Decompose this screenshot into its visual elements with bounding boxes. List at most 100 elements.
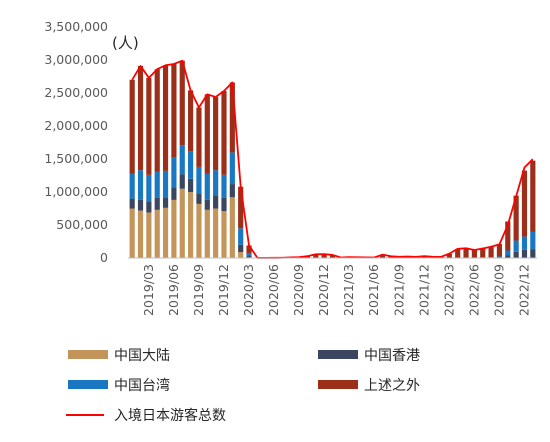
x-tick-label: 2019/12 bbox=[216, 264, 231, 316]
legend-swatch bbox=[68, 380, 108, 389]
bar-segment-4 bbox=[130, 80, 135, 174]
bar-segment-2 bbox=[188, 179, 193, 192]
bar-segment-4 bbox=[163, 65, 168, 171]
bar-segment-3 bbox=[221, 175, 226, 198]
x-tick-label: 2019/03 bbox=[141, 264, 156, 316]
bar-segment-3 bbox=[505, 250, 510, 255]
bar-segment-3 bbox=[163, 171, 168, 197]
bar-segment-2 bbox=[505, 255, 510, 258]
legend-swatch bbox=[318, 350, 358, 359]
bar-segment-2 bbox=[146, 201, 151, 212]
x-tick-label: 2021/06 bbox=[366, 264, 381, 316]
legend-label: 中国大陆 bbox=[114, 348, 170, 364]
y-tick-label: 3,000,000 bbox=[44, 52, 108, 67]
y-tick-label: 2,000,000 bbox=[44, 118, 108, 133]
bar-segment-2 bbox=[196, 193, 201, 204]
bar-segment-2 bbox=[138, 200, 143, 211]
bar-segment-3 bbox=[155, 172, 160, 198]
bar-segment-4 bbox=[522, 171, 527, 237]
bar-segment-2 bbox=[155, 198, 160, 210]
legend: 中国大陆 中国香港中国台湾 上述之外入境日本游客总数 bbox=[66, 348, 420, 424]
bar-segment-4 bbox=[205, 94, 210, 173]
x-tick-label: 2021/03 bbox=[341, 264, 356, 316]
bar-segment-4 bbox=[180, 61, 185, 145]
bar-segment-2 bbox=[213, 195, 218, 208]
x-tick-label: 2022/12 bbox=[516, 264, 531, 316]
x-tick-label: 2020/03 bbox=[241, 264, 256, 316]
bar-segment-3 bbox=[514, 241, 519, 252]
x-tick-label: 2019/09 bbox=[191, 264, 206, 316]
bar-segment-2 bbox=[180, 174, 185, 189]
bar-segment-3 bbox=[213, 170, 218, 195]
bar-segment-4 bbox=[155, 69, 160, 171]
y-tick-label: 1,500,000 bbox=[44, 151, 108, 166]
bar-segment-4 bbox=[138, 66, 143, 170]
legend-label: 中国台湾 bbox=[114, 377, 170, 394]
x-tick-label: 2022/06 bbox=[466, 264, 481, 316]
bar-segment-1 bbox=[213, 209, 218, 259]
bar-segment-4 bbox=[489, 247, 494, 258]
x-tick-label: 2019/06 bbox=[166, 264, 181, 316]
bar-segment-3 bbox=[530, 232, 535, 249]
bar-segment-1 bbox=[130, 209, 135, 259]
bar-segment-2 bbox=[130, 199, 135, 209]
x-tick-label: 2020/12 bbox=[316, 264, 331, 316]
bar-segment-2 bbox=[238, 245, 243, 252]
bar-segment-3 bbox=[180, 145, 185, 174]
x-tick-label: 2021/09 bbox=[391, 264, 406, 316]
bar-segment-1 bbox=[138, 210, 143, 258]
legend-swatch bbox=[68, 350, 108, 359]
bar-segment-4 bbox=[188, 90, 193, 151]
bar-segment-1 bbox=[238, 252, 243, 258]
bar-segment-4 bbox=[196, 108, 201, 167]
bar-segment-3 bbox=[130, 174, 135, 199]
bar-segment-1 bbox=[221, 211, 226, 258]
y-axis: 0 500,000 1,000,000 1,500,000 2,000,000 2,500… bbox=[44, 19, 108, 265]
legend-swatch bbox=[318, 380, 358, 389]
bar-segment-1 bbox=[205, 210, 210, 258]
bar-segment-3 bbox=[497, 256, 502, 257]
bar-segment-2 bbox=[205, 200, 210, 210]
bar-segment-2 bbox=[514, 252, 519, 258]
bar-segment-4 bbox=[146, 78, 151, 175]
x-tick-label: 2020/09 bbox=[291, 264, 306, 316]
bar-segment-1 bbox=[196, 204, 201, 258]
bar-segment-2 bbox=[171, 187, 176, 200]
x-tick-label: 2022/09 bbox=[491, 264, 506, 316]
bar-segment-1 bbox=[163, 208, 168, 258]
bar-segment-2 bbox=[522, 250, 527, 258]
x-tick-label: 2020/06 bbox=[266, 264, 281, 316]
bar-segment-2 bbox=[530, 249, 535, 258]
legend-label: 入境日本游客总数 bbox=[114, 407, 226, 424]
y-tick-label: 500,000 bbox=[56, 217, 108, 232]
bar-segment-2 bbox=[230, 184, 235, 197]
bar-segment-3 bbox=[188, 151, 193, 179]
legend-label: 中国香港 bbox=[364, 348, 420, 364]
bar-segment-4 bbox=[213, 97, 218, 170]
bar-segment-3 bbox=[522, 237, 527, 250]
y-tick-label: 0 bbox=[100, 250, 108, 265]
y-tick-label: 1,000,000 bbox=[44, 184, 108, 199]
legend-label: 上述之外 bbox=[364, 378, 420, 394]
bar-segment-2 bbox=[246, 256, 251, 257]
bar-segment-1 bbox=[155, 210, 160, 258]
bar-segment-4 bbox=[221, 91, 226, 175]
bar-segment-2 bbox=[221, 198, 226, 211]
unit-label: (人) bbox=[112, 34, 139, 52]
x-axis: 2019/03 2019/06 2019/09 2019/12 2020/03 2020/… bbox=[141, 264, 532, 316]
bar-segment-1 bbox=[230, 197, 235, 258]
bar-segment-3 bbox=[205, 174, 210, 200]
bar-segment-3 bbox=[171, 158, 176, 188]
bar-segment-3 bbox=[196, 167, 201, 193]
bar-segment-4 bbox=[171, 64, 176, 158]
bar-segment-4 bbox=[530, 161, 535, 232]
bar-segment-3 bbox=[238, 228, 243, 245]
bar-segment-4 bbox=[463, 248, 468, 257]
y-tick-label: 2,500,000 bbox=[44, 85, 108, 100]
bar-segment-3 bbox=[246, 253, 251, 256]
bar-segment-1 bbox=[188, 192, 193, 258]
bar-segment-3 bbox=[230, 152, 235, 184]
bar-segment-3 bbox=[146, 175, 151, 201]
